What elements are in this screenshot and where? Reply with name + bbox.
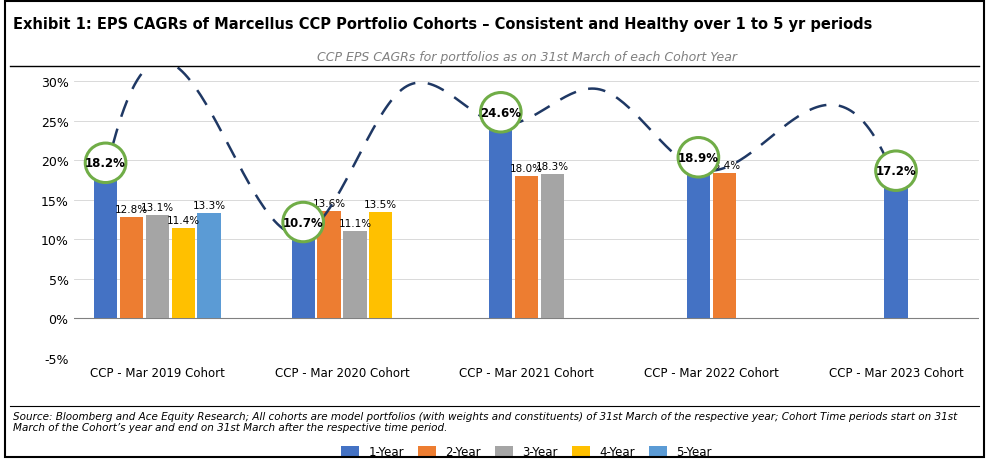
Bar <box>369 212 393 319</box>
Text: 24.6%: 24.6% <box>481 106 521 119</box>
Bar <box>884 183 908 319</box>
Text: 10.7%: 10.7% <box>283 216 323 229</box>
Bar <box>292 235 315 319</box>
Ellipse shape <box>678 138 719 178</box>
Bar <box>343 231 367 319</box>
Bar <box>541 174 564 319</box>
Text: 11.1%: 11.1% <box>338 218 372 228</box>
Text: 13.6%: 13.6% <box>313 198 345 208</box>
Bar <box>94 175 118 319</box>
Bar <box>713 174 736 319</box>
Ellipse shape <box>875 151 917 191</box>
Legend: 1-Year, 2-Year, 3-Year, 4-Year, 5-Year: 1-Year, 2-Year, 3-Year, 4-Year, 5-Year <box>337 441 716 459</box>
Text: Source: Bloomberg and Ace Equity Research; All cohorts are model portfolios (wit: Source: Bloomberg and Ace Equity Researc… <box>13 411 957 432</box>
Bar <box>145 215 169 319</box>
Bar <box>120 218 143 319</box>
Text: 18.9%: 18.9% <box>677 151 719 164</box>
Text: 13.5%: 13.5% <box>364 199 398 209</box>
Ellipse shape <box>85 144 126 183</box>
Text: CCP EPS CAGRs for portfolios as on 31st March of each Cohort Year: CCP EPS CAGRs for portfolios as on 31st … <box>316 50 737 64</box>
Text: 18.2%: 18.2% <box>85 157 126 170</box>
Text: 18.3%: 18.3% <box>536 162 569 171</box>
Text: 17.2%: 17.2% <box>875 165 917 178</box>
Text: 13.3%: 13.3% <box>193 201 225 211</box>
Text: 12.8%: 12.8% <box>115 205 148 215</box>
Bar <box>317 212 340 319</box>
Text: 18.4%: 18.4% <box>708 161 741 171</box>
Bar <box>515 177 538 319</box>
Text: Exhibit 1: EPS CAGRs of Marcellus CCP Portfolio Cohorts – Consistent and Healthy: Exhibit 1: EPS CAGRs of Marcellus CCP Po… <box>13 17 872 32</box>
Bar <box>686 170 710 319</box>
Bar <box>171 229 195 319</box>
Text: 18.0%: 18.0% <box>510 164 543 174</box>
Ellipse shape <box>283 203 323 242</box>
Bar <box>490 125 512 319</box>
Ellipse shape <box>481 93 521 133</box>
Text: 11.4%: 11.4% <box>166 216 200 226</box>
Text: 13.1%: 13.1% <box>140 202 174 212</box>
Bar <box>198 214 221 319</box>
